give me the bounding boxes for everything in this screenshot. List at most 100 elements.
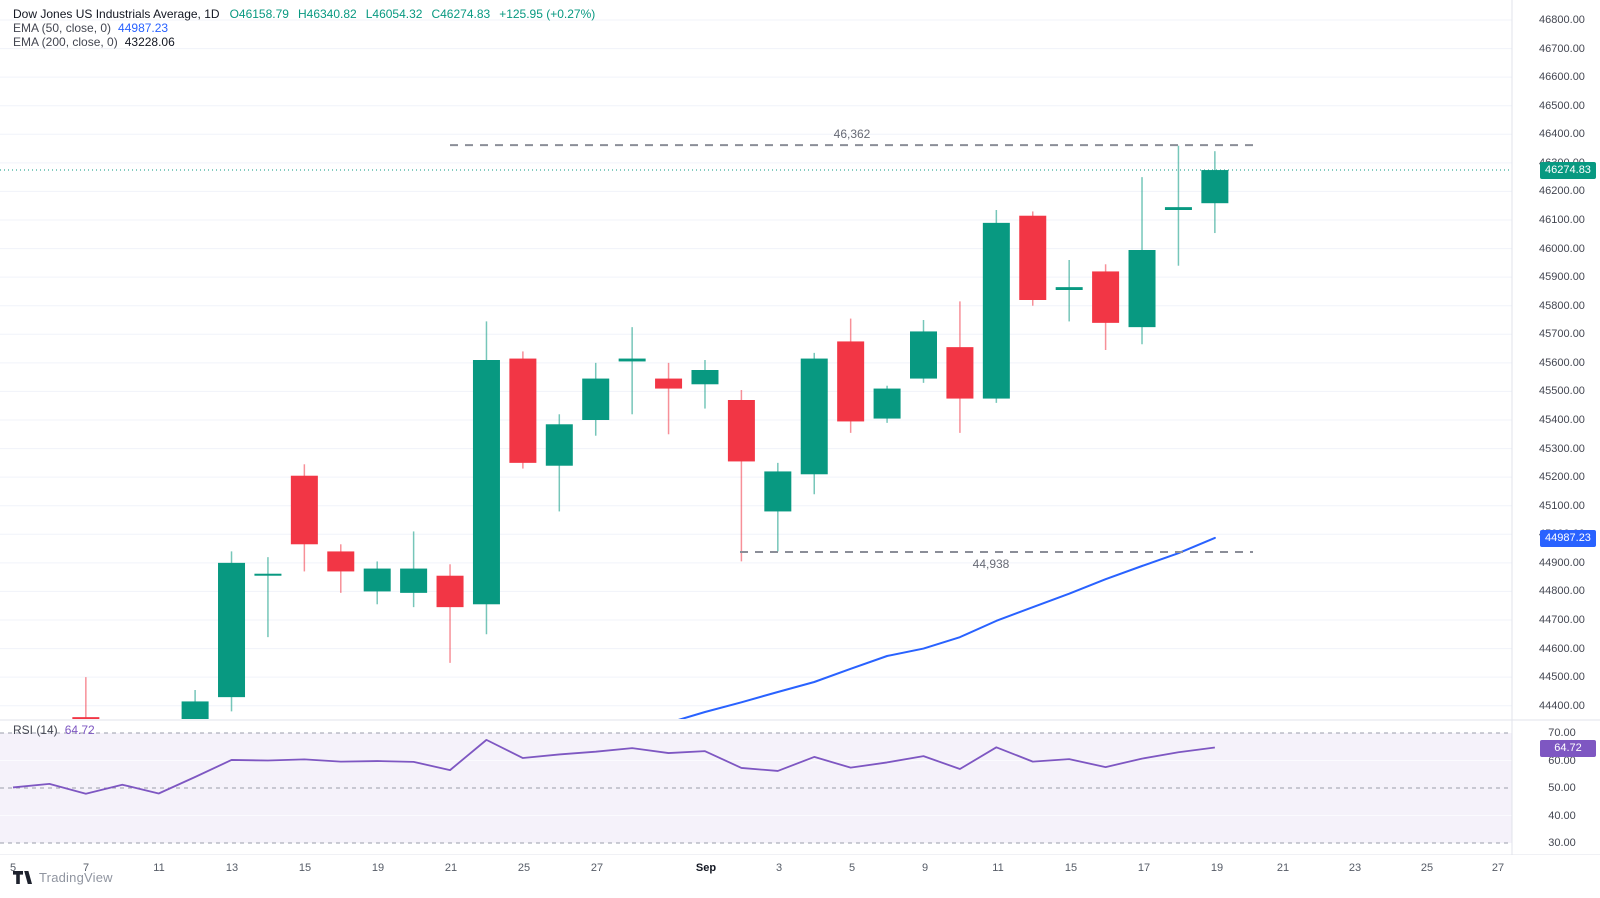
time-tick-label: 25 [517,862,531,874]
price-tick-label: 45900.00 [1539,271,1585,284]
candlestick [181,690,209,719]
time-tick-label: 15 [1064,862,1078,874]
candlestick [363,561,391,605]
time-tick-label: Sep [695,862,717,874]
time-tick-label: 5 [848,862,856,874]
last-price-badge: 46274.83 [1540,162,1596,180]
price-tick-label: 46500.00 [1539,99,1585,112]
low-value: L46054.32 [365,7,423,21]
candlestick [982,210,1010,403]
close-value: C46274.83 [431,7,491,21]
ema50-label: EMA (50, close, 0) [13,21,112,35]
indicator-ema50-row[interactable]: EMA (50, close, 0) 44987.23 [13,22,595,35]
candlestick [1055,260,1083,322]
candlestick [400,531,428,608]
rsi-band [0,732,1512,844]
candlestick [873,385,901,423]
time-tick-label: 25 [1420,862,1434,874]
candlestick [1128,177,1156,345]
candlestick [946,301,974,433]
price-tick-label: 46100.00 [1539,214,1585,226]
price-tick-label: 46000.00 [1539,242,1585,255]
price-tick-label: 46700.00 [1539,42,1585,55]
tradingview-logo-text: TradingView [39,870,113,885]
candlestick [72,677,100,719]
candlestick [327,544,355,593]
price-tick-label: 46400.00 [1539,128,1585,141]
indicator-rsi-row[interactable]: RSI (14) 64.72 [13,723,102,737]
candlestick [764,462,792,552]
candlestick [254,557,282,638]
price-tick-label: 45400.00 [1539,414,1585,426]
candlestick [1164,145,1192,266]
time-tick-label: 19 [1210,862,1224,874]
candlestick-series [72,145,1229,719]
tradingview-watermark[interactable]: TradingView [12,870,113,885]
candlestick [218,551,246,712]
price-tick-label: 44800.00 [1539,585,1585,598]
candlestick [1092,264,1120,350]
rsi-value: 64.72 [64,723,95,737]
time-tick-label: 13 [225,862,239,874]
rsi-tick-label: 30.00 [1548,837,1576,849]
indicator-ema200-row[interactable]: EMA (200, close, 0) 43228.06 [13,36,595,49]
rsi-tick-label: 70.00 [1548,727,1576,739]
rsi-tick-label: 50.00 [1548,782,1576,794]
symbol-title[interactable]: Dow Jones US Industrials Average, 1D [13,7,220,21]
ema200-label: EMA (200, close, 0) [13,35,118,49]
rsi-value-badge: 64.72 [1540,739,1596,757]
ema50-value: 44987.23 [118,21,169,35]
resistance-level-label[interactable]: 46,362 [833,127,871,142]
candlestick [655,362,683,435]
candlestick [691,360,719,409]
symbol-row: Dow Jones US Industrials Average, 1D O46… [13,8,595,21]
price-axis[interactable]: 46800.00 46700.00 46600.00 46500.00 46400.00… [1512,0,1600,855]
price-tick-label: 45300.00 [1539,442,1585,455]
price-tick-label: 45100.00 [1539,499,1585,512]
candlestick [436,564,464,663]
price-tick-label: 44500.00 [1539,671,1585,684]
candlestick [910,320,937,383]
change-value: +125.95 (+0.27%) [499,7,596,21]
candlestick [545,414,573,512]
candlestick [1019,211,1047,306]
high-value: H46340.82 [297,7,357,21]
rsi-line [12,738,1215,795]
candlestick [472,321,500,635]
support-level-label[interactable]: 44,938 [972,557,1010,571]
open-value: O46158.79 [229,7,289,21]
price-tick-label: 46600.00 [1539,71,1585,84]
time-tick-label: 27 [590,862,604,874]
time-tick-label: 27 [1491,862,1505,874]
time-tick-label: 23 [1348,862,1362,874]
symbol-legend: Dow Jones US Industrials Average, 1D O46… [13,8,595,50]
price-tick-label: 44600.00 [1539,642,1585,655]
candlestick [290,464,318,572]
price-tick-label: 45800.00 [1539,299,1585,312]
candlestick [509,351,537,469]
time-tick-label: 11 [992,862,1004,874]
ema50-price-badge: 44987.23 [1540,529,1596,547]
rsi-label: RSI (14) [13,723,58,737]
price-tick-label: 45200.00 [1539,471,1585,484]
candlestick [837,318,865,433]
price-tick-label: 46800.00 [1539,14,1585,26]
time-axis[interactable]: 5 7 11 13 15 19 21 25 27 Sep 3 5 9 11 15 17 19 21 23 25 27 [0,855,1600,898]
time-tick-label: 11 [153,862,165,874]
candlestick [800,352,828,495]
rsi-tick-label: 40.00 [1548,809,1576,822]
price-tick-label: 45600.00 [1539,356,1585,369]
time-tick-label: 5 [9,862,17,874]
price-tick-label: 44900.00 [1539,556,1585,569]
price-gridlines [0,19,1512,707]
time-tick-label: 21 [444,862,458,874]
time-tick-label: 17 [1137,862,1151,874]
candlestick [618,327,646,415]
price-tick-label: 44400.00 [1539,699,1585,712]
tradingview-logo-icon [13,871,32,884]
time-tick-label: 9 [921,862,929,874]
price-tick-label: 44700.00 [1539,614,1585,626]
rsi-tick-label: 60.00 [1548,754,1576,767]
